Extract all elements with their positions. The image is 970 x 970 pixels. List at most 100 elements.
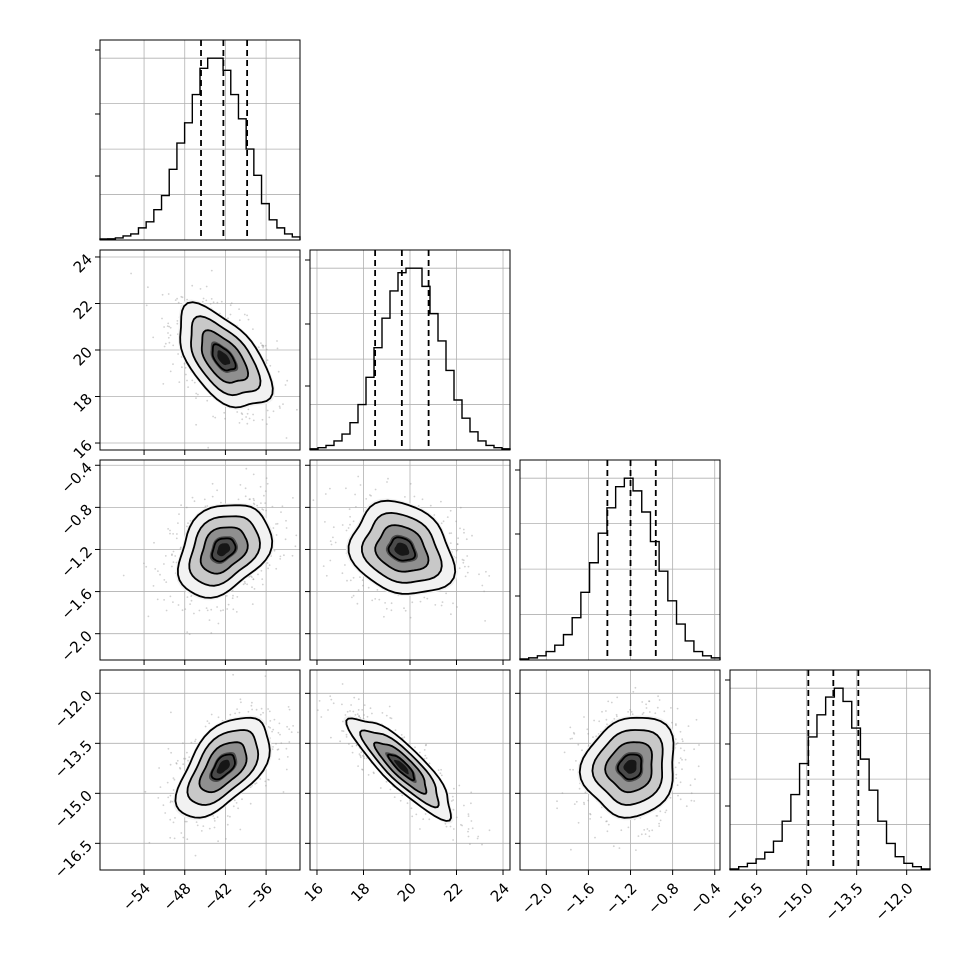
sample-point <box>229 313 232 316</box>
sample-point <box>230 302 233 304</box>
sample-point <box>161 293 164 296</box>
sample-point <box>238 711 241 714</box>
sample-point <box>144 790 147 793</box>
sample-point <box>206 720 209 722</box>
sample-point <box>455 816 458 819</box>
sample-point <box>411 601 414 604</box>
sample-point <box>439 772 442 775</box>
sample-point <box>659 819 662 822</box>
contour-line-1 <box>374 524 430 573</box>
sample-point <box>569 726 572 729</box>
sample-point <box>172 533 175 535</box>
sample-point <box>421 498 424 501</box>
contour-line-2 <box>190 315 262 397</box>
sample-point <box>176 322 179 325</box>
sample-point <box>334 541 337 544</box>
sample-point <box>419 828 421 830</box>
sample-point <box>470 820 473 822</box>
sample-point <box>612 845 615 848</box>
sample-point <box>167 747 170 750</box>
sample-point <box>284 384 287 386</box>
sample-point <box>225 838 227 840</box>
sample-point <box>346 579 348 582</box>
sample-point <box>470 802 472 805</box>
sample-point <box>200 830 203 832</box>
panel-content <box>310 460 510 660</box>
sample-point <box>211 482 214 485</box>
sample-point <box>210 269 213 272</box>
panel-frame <box>99 39 301 241</box>
sample-point <box>244 487 247 490</box>
xtick-label: −2.0 <box>518 879 556 917</box>
sample-point <box>180 295 183 298</box>
contour-line-3 <box>174 716 271 819</box>
sample-point <box>676 742 679 744</box>
sample-point <box>226 608 229 610</box>
sample-point <box>426 597 429 600</box>
sample-point <box>471 534 473 537</box>
sample-point <box>341 683 344 685</box>
sample-point <box>359 717 362 719</box>
contour-line-2 <box>360 511 443 584</box>
sample-point <box>266 482 269 485</box>
sample-point <box>226 823 229 826</box>
panel-content <box>100 670 300 870</box>
sample-point <box>630 711 633 713</box>
sample-point <box>481 584 484 587</box>
sample-point <box>236 411 239 413</box>
sample-point <box>266 562 269 564</box>
sample-point <box>285 747 288 750</box>
sample-point <box>169 532 171 535</box>
contour-line-2 <box>186 729 260 806</box>
sample-point <box>290 731 293 733</box>
sample-point <box>162 383 165 385</box>
sample-point <box>459 527 461 530</box>
sample-point <box>648 700 650 703</box>
sample-point <box>276 748 279 751</box>
sample-point <box>259 778 262 780</box>
sample-point <box>478 573 480 576</box>
sample-point <box>179 767 182 770</box>
sample-point <box>265 784 267 787</box>
sample-point <box>156 598 159 601</box>
sample-point <box>181 366 183 369</box>
sample-point <box>645 707 648 709</box>
sample-point <box>352 520 355 523</box>
sample-point <box>409 616 412 619</box>
sample-point <box>345 733 348 736</box>
sample-point <box>285 527 288 529</box>
sample-point <box>130 272 133 275</box>
sample-point <box>563 751 566 754</box>
sample-point <box>164 812 167 814</box>
sample-point <box>376 589 379 591</box>
sample-point <box>172 363 174 365</box>
sample-point <box>236 708 239 710</box>
sample-point <box>385 607 388 610</box>
sample-point <box>365 498 368 500</box>
sample-point <box>169 794 172 797</box>
sample-point <box>297 731 299 734</box>
sample-point <box>361 754 364 757</box>
sample-point <box>695 718 698 721</box>
sample-point <box>573 733 576 735</box>
sample-point <box>262 711 264 714</box>
sample-point <box>690 799 693 802</box>
sample-point <box>167 322 170 325</box>
sample-point <box>648 711 651 713</box>
sample-point <box>448 532 451 535</box>
sample-point <box>259 713 262 716</box>
sample-point <box>241 418 244 421</box>
sample-point <box>648 700 651 703</box>
sample-point <box>606 723 608 726</box>
sample-point <box>675 724 677 727</box>
sample-point <box>234 712 237 715</box>
sample-point <box>627 711 629 713</box>
contour-line-1 <box>200 329 250 384</box>
panel-frame <box>519 459 721 661</box>
sample-point <box>678 762 680 764</box>
sample-point <box>403 736 406 739</box>
sample-point <box>357 475 360 478</box>
sample-point <box>669 796 672 799</box>
sample-point <box>257 573 259 576</box>
sample-point <box>481 843 483 846</box>
